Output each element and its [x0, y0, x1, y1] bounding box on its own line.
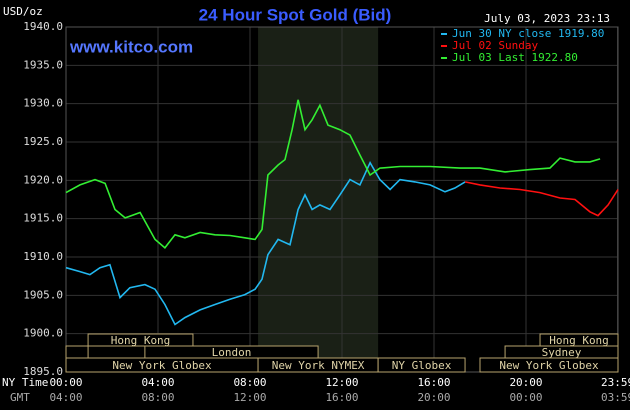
- y-axis-label: USD/oz: [3, 5, 43, 18]
- y-tick-label: 1935.0: [23, 58, 63, 71]
- y-tick-label: 1905.0: [23, 288, 63, 301]
- website: www.kitco.com: [69, 37, 193, 56]
- x2-tick-label: 04:00: [49, 391, 82, 404]
- series-line: [65, 160, 466, 326]
- x-row-label: NY Time: [2, 376, 48, 389]
- x-tick-label: 00:00: [49, 376, 82, 389]
- session-box: [65, 345, 89, 359]
- y-tick-label: 1930.0: [23, 97, 63, 110]
- x2-tick-label: 20:00: [417, 391, 450, 404]
- x-tick-label: 16:00: [417, 376, 450, 389]
- legend-label: Jun 30 NY close 1919.80: [452, 27, 604, 40]
- session-label: New York NYMEX: [272, 359, 365, 372]
- x2-tick-label: 03:59: [601, 391, 630, 404]
- series-line: [65, 99, 601, 249]
- session-box: [479, 357, 619, 373]
- y-tick-label: 1940.0: [23, 20, 63, 33]
- shaded-band: [258, 27, 379, 372]
- session-label: NY Globex: [392, 359, 452, 372]
- x2-tick-label: 16:00: [325, 391, 358, 404]
- session-label: New York Globex: [112, 359, 212, 372]
- x-tick-label: 20:00: [509, 376, 542, 389]
- series-line: [464, 181, 619, 217]
- y-tick-label: 1910.0: [23, 250, 63, 263]
- legend-label: Jul 03 Last 1922.80: [452, 51, 578, 64]
- legend-label: Jul 02 Sunday: [452, 39, 538, 52]
- x2-tick-label: 00:00: [509, 391, 542, 404]
- y-tick-label: 1895.0: [23, 365, 63, 378]
- session-box: [377, 357, 466, 373]
- x-tick-label: 04:00: [141, 376, 174, 389]
- y-tick-label: 1900.0: [23, 327, 63, 340]
- y-tick-label: 1920.0: [23, 173, 63, 186]
- x-tick-label: 23:59: [601, 376, 630, 389]
- session-label: New York Globex: [499, 359, 599, 372]
- session-label: Hong Kong: [111, 334, 171, 347]
- timestamp: July 03, 2023 23:13: [484, 12, 610, 25]
- x-tick-label: 12:00: [325, 376, 358, 389]
- y-tick-label: 1915.0: [23, 212, 63, 225]
- y-tick-label: 1925.0: [23, 135, 63, 148]
- session-label: Sydney: [542, 346, 582, 359]
- session-label: Hong Kong: [549, 334, 609, 347]
- session-label: London: [212, 346, 252, 359]
- x2-row-label: GMT: [10, 391, 30, 404]
- x-tick-label: 08:00: [233, 376, 266, 389]
- x2-tick-label: 08:00: [141, 391, 174, 404]
- session-box: [87, 333, 194, 347]
- chart-title: 24 Hour Spot Gold (Bid): [199, 5, 392, 24]
- x2-tick-label: 12:00: [233, 391, 266, 404]
- plot-area: [65, 26, 619, 373]
